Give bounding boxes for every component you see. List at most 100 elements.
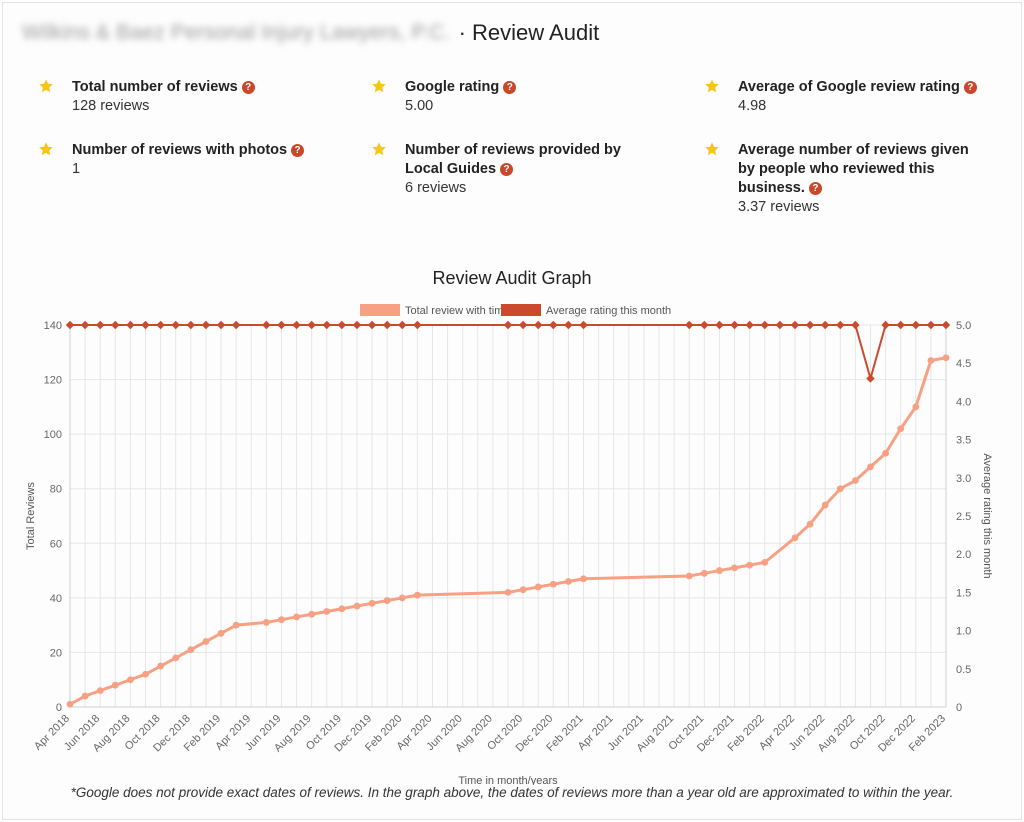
- rating-point: [549, 320, 558, 330]
- y-tick-label: 0: [56, 702, 62, 714]
- y-tick-label: 80: [50, 484, 62, 496]
- total-point: [217, 629, 225, 637]
- total-point: [731, 564, 738, 572]
- rating-point: [292, 320, 301, 330]
- legend-swatch-total: [360, 304, 400, 316]
- y2-tick-label: 3.5: [956, 435, 971, 447]
- rating-point: [367, 320, 377, 330]
- total-point: [278, 616, 285, 624]
- total-point: [96, 687, 104, 695]
- total-point: [187, 646, 195, 654]
- total-point: [836, 485, 844, 493]
- series-line-total: [69, 356, 947, 706]
- rating-point: [96, 320, 105, 330]
- rating-point: [201, 320, 211, 330]
- star-icon: [372, 142, 386, 156]
- total-point: [821, 501, 829, 509]
- total-point: [142, 670, 149, 678]
- stat-average-rating: Average of Google review rating? 4.98: [704, 78, 1004, 116]
- rating-point: [941, 320, 951, 330]
- y2-tick-label: 0: [956, 702, 962, 714]
- rating-point: [503, 320, 513, 330]
- question-circle-icon[interactable]: ?: [500, 163, 514, 176]
- rating-point: [745, 320, 754, 330]
- rating-point: [579, 320, 588, 330]
- rating-point: [700, 320, 709, 330]
- total-point: [685, 572, 693, 580]
- x-axis-title: Time in month/years: [458, 775, 558, 785]
- star-icon: [705, 142, 719, 156]
- question-circle-icon[interactable]: ?: [808, 182, 822, 195]
- rating-point: [156, 320, 165, 330]
- rating-point: [231, 320, 241, 330]
- total-point: [549, 580, 557, 588]
- rating-point: [881, 320, 890, 330]
- rating-point: [836, 320, 845, 330]
- total-point: [338, 605, 346, 613]
- question-circle-icon[interactable]: ?: [963, 81, 977, 94]
- total-point: [157, 662, 165, 670]
- rating-point: [186, 320, 196, 330]
- page-header: Wilkins & Baez Personal Injury Lawyers, …: [22, 18, 599, 48]
- question-circle-icon[interactable]: ?: [291, 144, 305, 157]
- rating-point: [216, 320, 226, 330]
- rating-point: [820, 320, 830, 330]
- rating-point: [141, 320, 150, 330]
- y2-tick-label: 3.0: [956, 473, 971, 485]
- total-point: [308, 610, 316, 618]
- y2-tick-label: 2.0: [956, 549, 971, 561]
- total-point: [127, 676, 134, 684]
- y2-tick-label: 5.0: [956, 320, 971, 332]
- rating-point: [337, 320, 347, 330]
- total-point: [323, 608, 331, 615]
- rating-point: [382, 320, 392, 330]
- y-tick-label: 120: [44, 375, 62, 387]
- total-point: [81, 692, 89, 700]
- total-point: [353, 602, 361, 610]
- total-point: [398, 594, 406, 602]
- question-circle-icon[interactable]: ?: [503, 81, 517, 94]
- y2-tick-label: 1.5: [956, 587, 971, 599]
- rating-point: [518, 320, 528, 330]
- stat-label: Total number of reviews: [72, 79, 238, 95]
- rating-point: [398, 320, 407, 330]
- total-point: [172, 654, 180, 662]
- rating-point: [911, 320, 920, 330]
- rating-point: [80, 320, 90, 330]
- stat-label: Average number of reviews given by peopl…: [738, 142, 969, 196]
- stat-local-guides: Number of reviews provided by Local Guid…: [371, 141, 661, 198]
- star-icon: [705, 79, 719, 93]
- rating-point: [790, 320, 800, 330]
- rating-point: [534, 320, 543, 330]
- stat-google-rating: Google rating? 5.00: [371, 78, 671, 116]
- question-circle-icon[interactable]: ?: [241, 81, 255, 94]
- y2-tick-label: 2.5: [956, 511, 971, 523]
- total-point: [519, 586, 527, 594]
- total-point: [232, 621, 240, 629]
- rating-point: [851, 320, 860, 330]
- rating-point: [111, 320, 120, 330]
- y-tick-label: 40: [50, 593, 62, 605]
- stat-avg-reviews-per-reviewer: Average number of reviews given by peopl…: [704, 141, 989, 217]
- total-point: [851, 477, 859, 484]
- total-point: [111, 681, 119, 689]
- total-point: [262, 619, 270, 626]
- legend-label-total: Total review with time: [405, 305, 510, 317]
- total-point: [700, 569, 708, 577]
- y2-axis-title: Average rating this month: [981, 453, 993, 578]
- stat-label: Number of reviews provided by Local Guid…: [405, 142, 621, 177]
- y-tick-label: 60: [50, 538, 62, 550]
- rating-point: [126, 320, 135, 330]
- total-point: [202, 638, 210, 645]
- total-point: [534, 583, 542, 591]
- rating-point: [805, 320, 815, 330]
- rating-point: [277, 320, 286, 330]
- y2-tick-label: 4.0: [956, 396, 971, 408]
- total-point: [716, 567, 723, 574]
- y2-tick-label: 1.0: [956, 626, 971, 638]
- rating-point: [775, 320, 785, 330]
- total-point: [942, 354, 950, 362]
- rating-point: [352, 320, 362, 330]
- stat-reviews-with-photos: Number of reviews with photos? 1: [38, 141, 338, 179]
- total-point: [368, 599, 376, 607]
